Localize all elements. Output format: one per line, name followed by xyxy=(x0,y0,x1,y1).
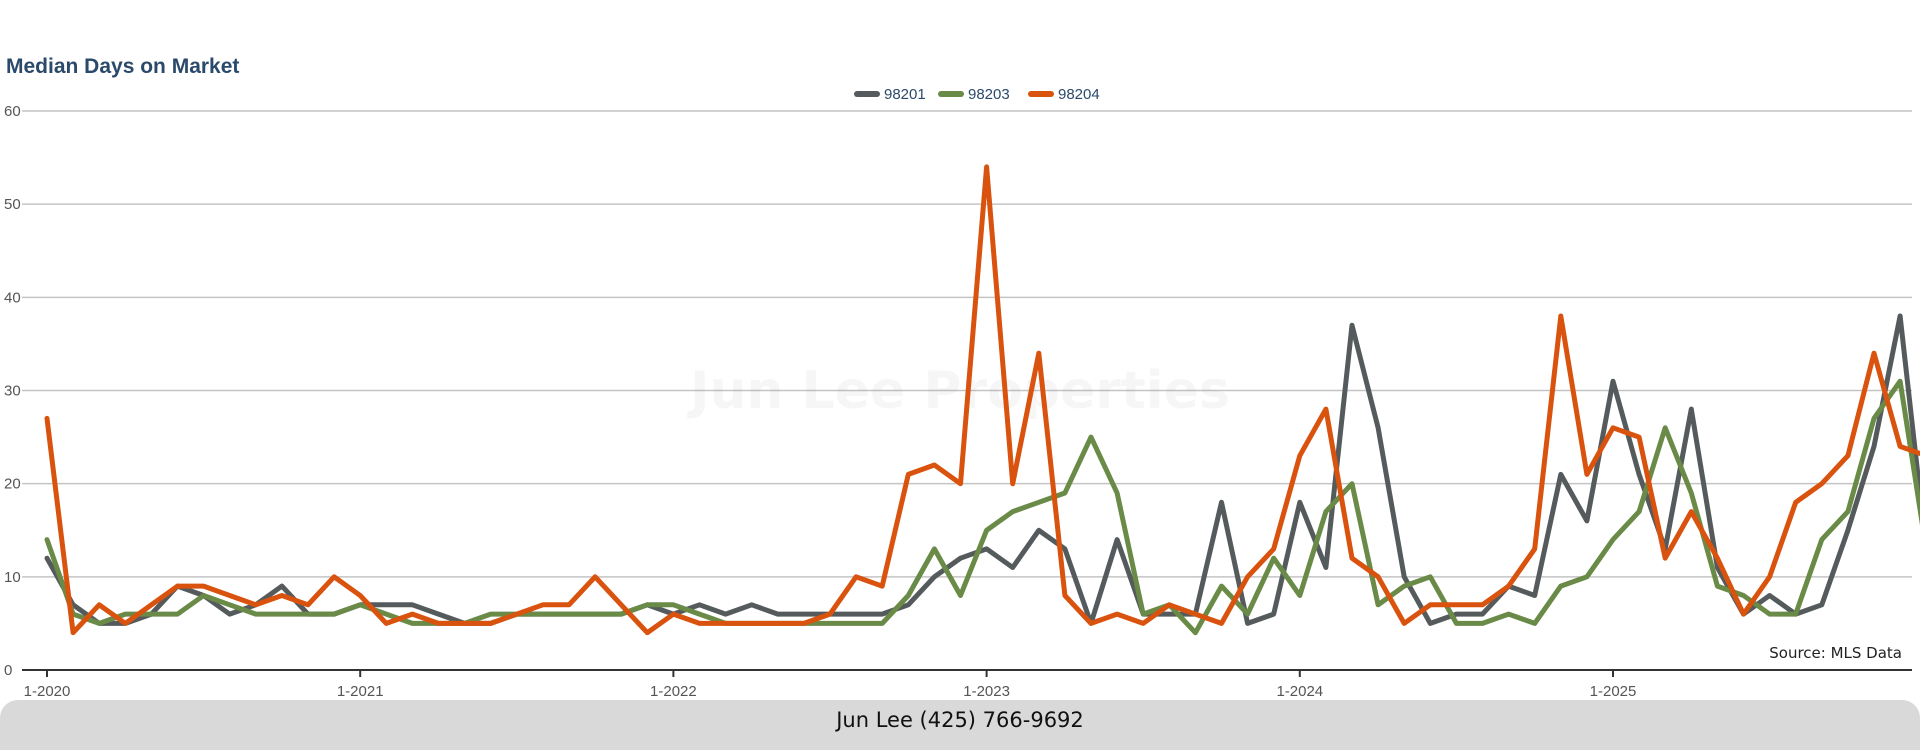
grid-lines xyxy=(22,110,1912,578)
legend: 98201 98203 98204 xyxy=(854,86,1100,103)
legend-label-98204: 98204 xyxy=(1058,86,1100,103)
x-tick-label: 1-2023 xyxy=(963,683,1010,700)
footer-bar xyxy=(0,700,1920,750)
x-tick-label: 1-2025 xyxy=(1590,683,1637,700)
y-tick-label: 50 xyxy=(4,196,21,213)
series-lines xyxy=(44,164,1920,636)
y-tick-label: 20 xyxy=(4,476,21,493)
chart-title: Median Days on Market xyxy=(6,55,240,78)
y-tick-label: 10 xyxy=(4,569,21,586)
y-axis-ticks: 0 10 20 30 40 50 60 xyxy=(4,103,21,679)
legend-label-98201: 98201 xyxy=(884,86,926,103)
series-line-98204 xyxy=(44,164,1920,636)
source-annotation: Source: MLS Data xyxy=(1769,644,1902,662)
watermark-text: Jun Lee Properties xyxy=(687,361,1230,421)
footer-contact: Jun Lee (425) 766-9692 xyxy=(836,708,1084,732)
y-tick-label: 60 xyxy=(4,103,21,120)
y-tick-label: 30 xyxy=(4,383,21,400)
y-tick-label: 0 xyxy=(4,662,12,679)
x-tick-label: 1-2021 xyxy=(337,683,384,700)
x-tick-label: 1-2022 xyxy=(650,683,697,700)
x-axis-ticks: 1-2020 1-2021 1-2022 1-2023 1-2024 1-2025 xyxy=(24,670,1637,700)
x-tick-label: 1-2024 xyxy=(1276,683,1323,700)
legend-label-98203: 98203 xyxy=(968,86,1010,103)
x-tick-label: 1-2020 xyxy=(24,683,71,700)
y-tick-label: 40 xyxy=(4,289,21,306)
